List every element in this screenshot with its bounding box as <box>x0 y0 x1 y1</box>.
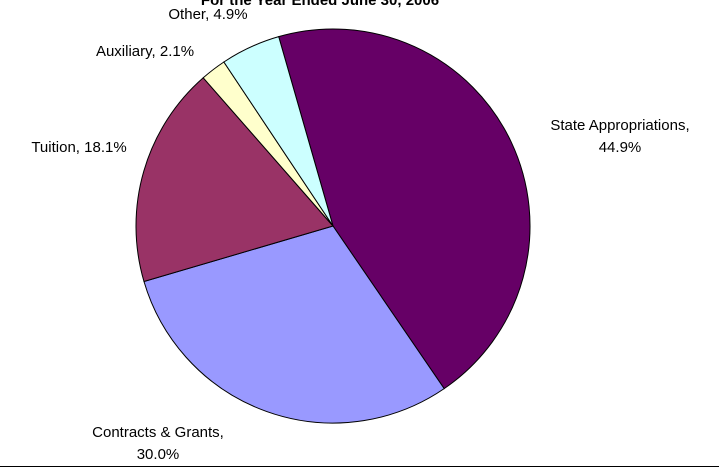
pie-slice-tuition <box>135 77 334 283</box>
pie-slice-state-appropriations <box>278 28 531 390</box>
pie-slice-contracts-grants <box>143 225 445 424</box>
pie-slice-other <box>223 36 334 227</box>
data-label-state-appropriations: State Appropriations, 44.9% <box>550 117 689 156</box>
data-label-tuition: Tuition, 18.1% <box>31 139 126 156</box>
data-label-contracts-grants: Contracts & Grants, 30.0% <box>92 424 224 463</box>
chart-title: For the Year Ended June 30, 2006 <box>201 0 439 9</box>
data-label-other: Other, 4.9% <box>168 6 247 23</box>
pie-slices <box>135 28 531 424</box>
data-label-auxiliary: Auxiliary, 2.1% <box>96 43 194 60</box>
pie-labels: State Appropriations, 44.9% Contracts & Gr… <box>31 6 689 463</box>
